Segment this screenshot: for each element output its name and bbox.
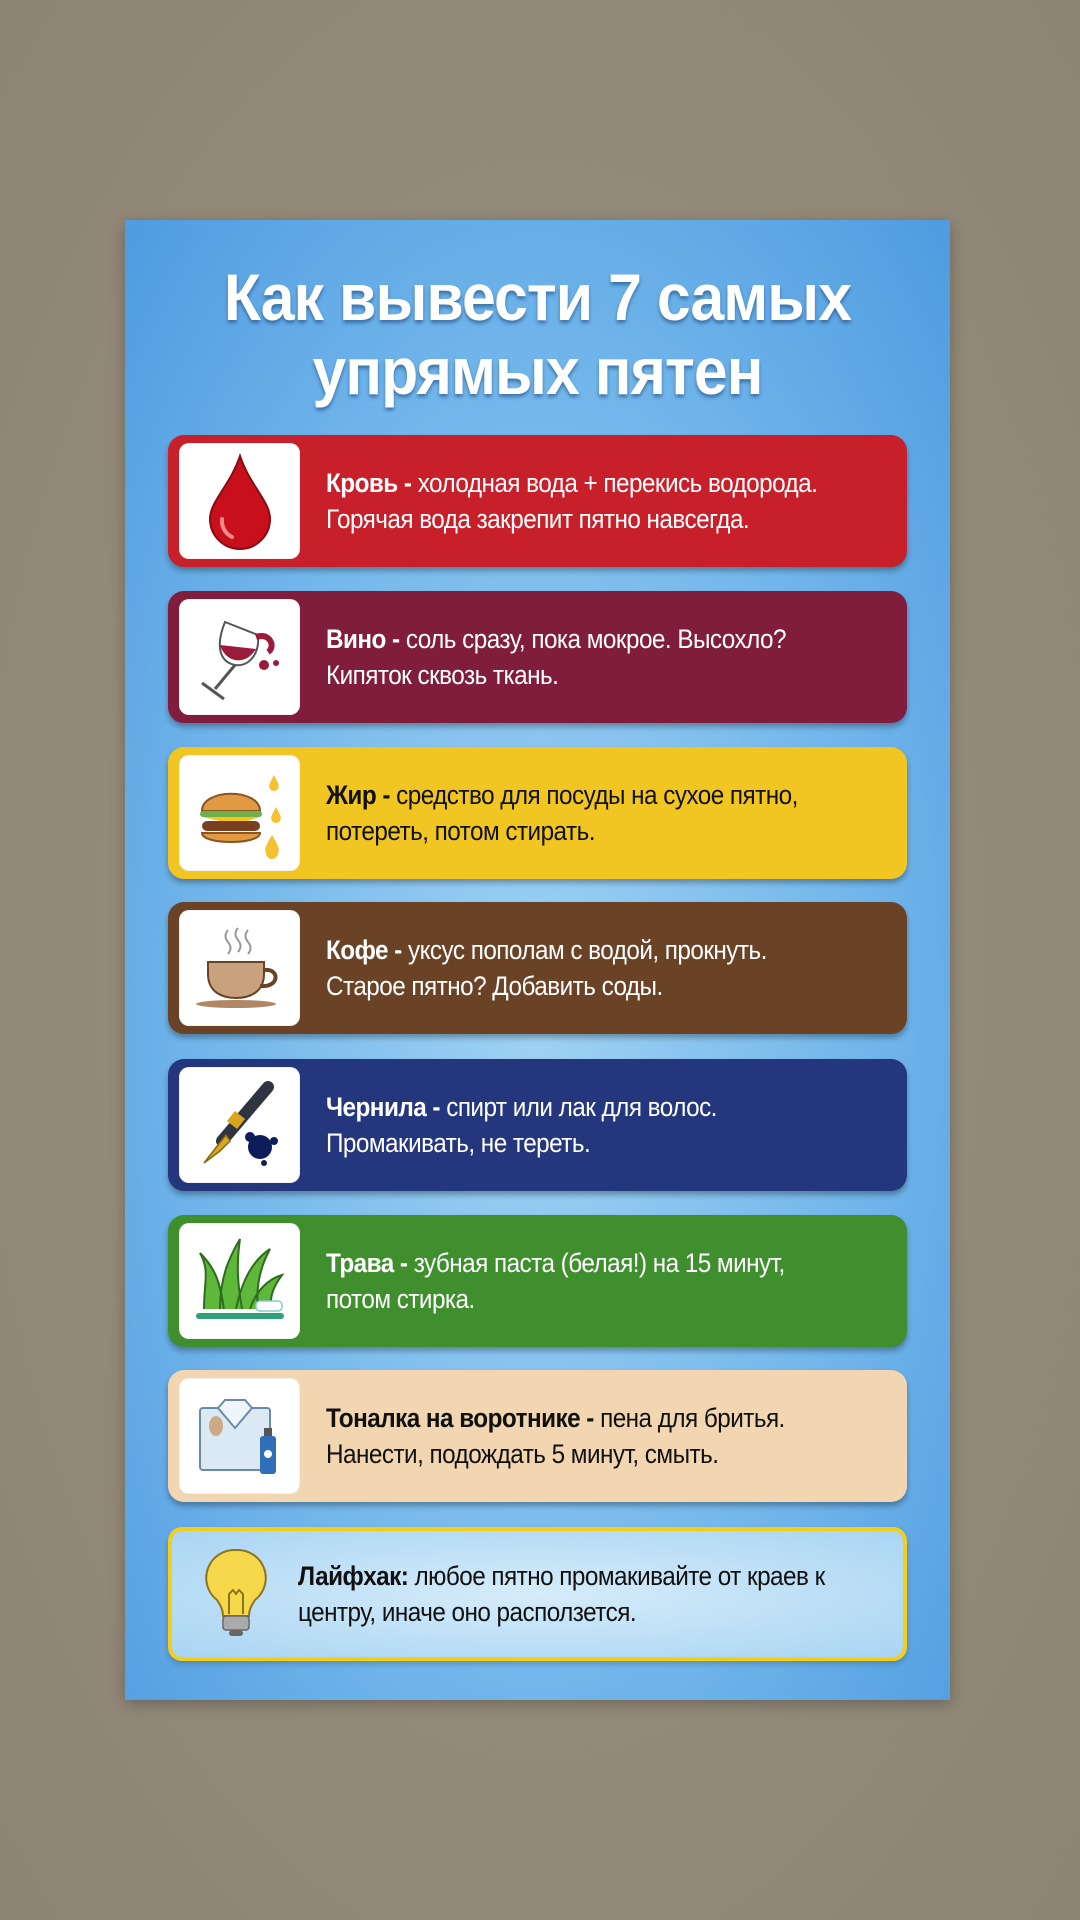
lifehack-label: Лайфхак: — [297, 1561, 409, 1591]
tip-wine: Вино - соль сразу, пока мокрое. Высохло?… — [168, 591, 907, 723]
title-line-1: Как вывести 7 самых — [223, 260, 852, 334]
tip-text: соль сразу, пока мокрое. Высохло? Кипято… — [326, 624, 787, 690]
tip-coffee: Кофе - уксус пополам с водой, прокнуть. … — [168, 902, 907, 1034]
fountain-pen-icon — [179, 1067, 300, 1183]
coffee-cup-icon — [179, 910, 300, 1026]
tip-name: Тоналка на воротнике — [326, 1403, 581, 1433]
tip-text: зубная паста (белая!) на 15 минут, потом… — [326, 1248, 785, 1314]
burger-icon — [179, 755, 300, 871]
grass-toothbrush-icon — [179, 1223, 300, 1339]
tip-text: средство для посуды на сухое пятно, поте… — [326, 780, 798, 846]
tip-name: Чернила — [326, 1092, 427, 1122]
tip-name: Кровь — [326, 468, 398, 498]
tip-grease: Жир - средство для посуды на сухое пятно… — [168, 747, 907, 879]
tip-name: Жир — [326, 780, 377, 810]
blood-drop-icon — [179, 443, 300, 559]
tip-name: Вино — [326, 624, 386, 654]
tip-blood: Кровь - холодная вода + перекись водород… — [168, 435, 907, 567]
wine-glass-icon — [179, 599, 300, 715]
shirt-foam-icon — [179, 1378, 300, 1494]
tip-grass: Трава - зубная паста (белая!) на 15 мину… — [168, 1215, 907, 1347]
lifehack-text: любое пятно промакивайте от краев к цент… — [297, 1561, 825, 1627]
page-title: Как вывести 7 самых упрямых пятен — [158, 260, 917, 408]
tip-ink: Чернила - спирт или лак для волос. Прома… — [168, 1059, 907, 1191]
lifehack-box: Лайфхак: любое пятно промакивайте от кра… — [168, 1527, 907, 1661]
tip-text: пена для бритья. Нанести, подождать 5 ми… — [326, 1403, 785, 1469]
tip-foundation: Тоналка на воротнике - пена для бритья. … — [168, 1370, 907, 1502]
tip-text: холодная вода + перекись водорода. Горяч… — [326, 468, 818, 534]
tip-name: Кофе — [326, 935, 389, 965]
tip-text: спирт или лак для волос. Промакивать, не… — [326, 1092, 717, 1158]
tip-text: уксус пополам с водой, прокнуть. Старое … — [326, 935, 767, 1001]
tip-name: Трава — [326, 1248, 394, 1278]
light-bulb-icon — [192, 1544, 280, 1644]
infographic-card: Как вывести 7 самых упрямых пятен Кровь … — [125, 220, 950, 1700]
title-line-2: упрямых пятен — [312, 334, 764, 408]
